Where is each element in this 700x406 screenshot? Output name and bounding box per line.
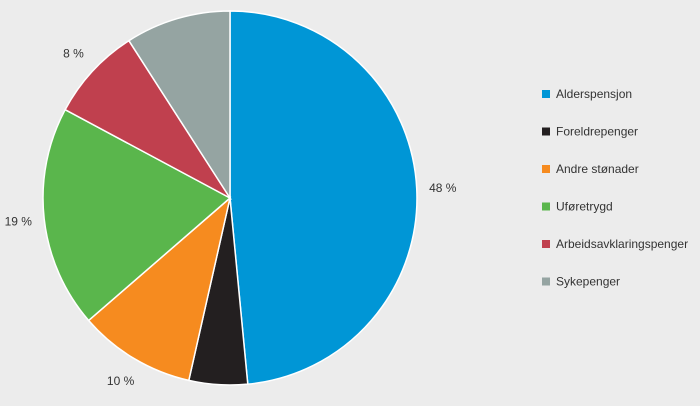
legend-item-sykepenger: Sykepenger [542,275,620,289]
legend-swatch-uforetrygd [542,202,550,211]
legend-swatch-foreldrepenger [542,127,550,136]
pie-slice-uforetrygd [42,108,232,322]
legend-label-alderspensjon: Alderspensjon [556,87,632,101]
legend-label-sykepenger: Sykepenger [556,275,620,289]
legend-label-andre-stonader: Andre stønader [556,162,639,176]
legend-swatch-sykepenger [542,277,550,286]
legend-item-uforetrygd: Uføretrygd [542,200,613,214]
pie-value-label-andre-stonader: 10 % [107,374,135,388]
legend-swatch-arbeidsavklaringspenger [542,240,550,248]
pie-value-labels: 48 % 5 % 10 % 19 % 8 % 9 % [5,0,457,406]
pie-value-label-alderspensjon: 48 % [429,181,457,195]
pie-slices [42,10,418,386]
pie-value-label-uforetrygd: 19 % [5,215,33,229]
legend-label-uforetrygd: Uføretrygd [556,200,613,214]
pie-slice-andre-stonader [87,195,232,382]
legend-label-arbeidsavklaringspenger: Arbeidsavklaringspenger [556,237,688,251]
legend-label-foreldrepenger: Foreldrepenger [556,125,638,139]
pie-slice-sykepenger [127,10,231,201]
pie-value-label-arbeidsavklaringspenger: 8 % [63,47,84,61]
legend-swatch-alderspensjon [542,90,550,98]
legend: Alderspensjon Foreldrepenger Andre stønade… [542,87,688,289]
legend-item-alderspensjon: Alderspensjon [542,87,632,101]
pie-value-label-foreldrepenger: 5 % [206,404,227,406]
pie-value-label-sykepenger: 9 % [160,0,181,1]
pie-slice-arbeidsavklaringspenger [64,39,233,201]
legend-item-arbeidsavklaringspenger: Arbeidsavklaringspenger [542,237,688,251]
legend-swatch-andre-stonader [542,165,550,173]
legend-item-andre-stonader: Andre stønader [542,162,639,176]
pie-slice-alderspensjon [229,10,418,385]
legend-item-foreldrepenger: Foreldrepenger [542,125,638,139]
